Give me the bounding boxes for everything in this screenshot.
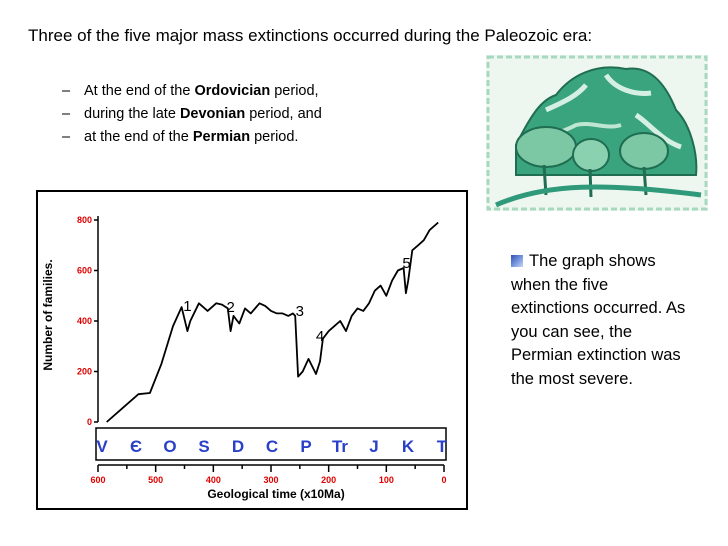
- x-tick-label: 100: [379, 475, 394, 485]
- period-label: C: [266, 437, 278, 456]
- period-label: O: [163, 437, 176, 456]
- extinction-line-chart: Number of families. Geological time (x10…: [36, 190, 468, 510]
- y-tick-label: 200: [77, 367, 92, 377]
- period-label: D: [232, 437, 244, 456]
- period-label: T: [437, 437, 448, 456]
- bullet-bold-term: Ordovician: [194, 83, 271, 99]
- dash-bullet-icon: –: [62, 129, 71, 145]
- bullet-text: during the late: [84, 106, 180, 122]
- extinction-number-label: 1: [183, 298, 191, 315]
- bullet-text: At the end of the: [84, 83, 195, 99]
- x-tick-label: 400: [206, 475, 221, 485]
- y-tick-label: 400: [77, 316, 92, 326]
- bullet-bold-term: Devonian: [179, 106, 246, 122]
- bullet-text: period.: [250, 129, 299, 145]
- chart-frame: [36, 190, 468, 510]
- period-label: Є: [130, 437, 142, 456]
- bullet-text: period, and: [245, 106, 322, 122]
- y-tick-label: 600: [77, 266, 92, 276]
- bullet-list: – At the end of the Ordovician period, – d…: [62, 80, 322, 149]
- x-axis-title: Geological time (x10Ma): [207, 487, 344, 501]
- extinction-number-label: 2: [226, 299, 234, 316]
- diversity-series-line: [106, 221, 439, 423]
- x-tick-label: 500: [148, 475, 163, 485]
- period-label: K: [402, 437, 415, 456]
- extinction-number-label: 3: [296, 303, 304, 320]
- slide-title: Three of the five major mass extinctions…: [28, 26, 593, 45]
- extinction-number-label: 5: [402, 255, 410, 272]
- bullet-text: period,: [270, 83, 319, 99]
- note-text: The graph shows when the five extinction…: [511, 252, 686, 388]
- dash-bullet-icon: –: [62, 106, 71, 122]
- period-band: [95, 427, 447, 461]
- bullet-permian: – at the end of the Permian period.: [62, 126, 322, 149]
- period-label: P: [300, 437, 311, 456]
- period-label: V: [96, 437, 108, 456]
- y-axis-title: Number of families.: [41, 259, 55, 370]
- x-tick-label: 300: [263, 475, 278, 485]
- bullet-bold-term: Permian: [192, 129, 251, 145]
- y-tick-label: 800: [77, 215, 92, 225]
- square-bullet-icon: [511, 255, 523, 267]
- period-label: S: [198, 437, 209, 456]
- x-tick-label: 600: [90, 475, 105, 485]
- note-text-block: The graph shows when the five extinction…: [511, 250, 686, 391]
- bullet-ordovician: – At the end of the Ordovician period,: [62, 80, 322, 103]
- landscape-clipart-icon: [486, 55, 708, 211]
- bullet-devonian: – during the late Devonian period, and: [62, 103, 322, 126]
- x-tick-label: 0: [441, 475, 446, 485]
- dash-bullet-icon: –: [62, 83, 71, 99]
- bullet-text: at the end of the: [84, 129, 193, 145]
- extinction-number-label: 4: [316, 328, 324, 345]
- x-tick-label: 200: [321, 475, 336, 485]
- period-label: Tr: [332, 437, 348, 456]
- period-label: J: [369, 437, 378, 456]
- y-tick-label: 0: [87, 417, 92, 427]
